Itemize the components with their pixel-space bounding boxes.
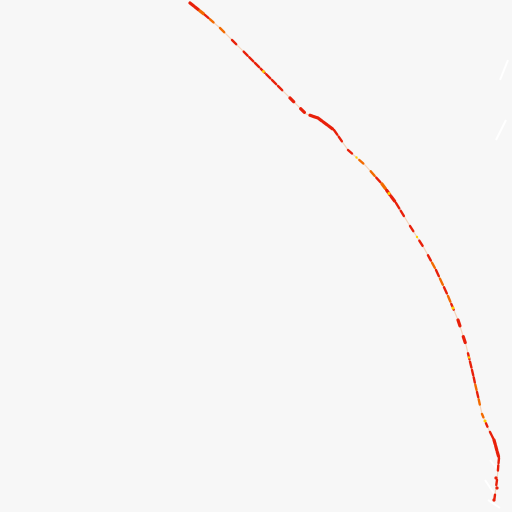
curve-segment	[461, 335, 467, 345]
curve-segment	[394, 201, 401, 210]
curve-segment	[399, 209, 406, 218]
curve-segment	[332, 128, 339, 136]
curve-segment	[475, 390, 480, 399]
curve-segment	[380, 182, 387, 190]
curve-segment	[248, 56, 255, 63]
curve-segment	[426, 254, 432, 262]
curve-segment	[321, 120, 329, 127]
curve-segment	[276, 84, 284, 92]
curve-segment	[477, 398, 481, 406]
curve-end-dot	[492, 498, 496, 502]
faint-texture-right	[484, 59, 509, 509]
curve-dash-layer	[188, 1, 501, 502]
curve-segment	[198, 9, 206, 16]
curve-segment	[408, 224, 415, 233]
curve-segment	[442, 286, 448, 295]
curve-segment	[288, 96, 296, 104]
curve-segment	[188, 1, 196, 8]
curve-segment	[308, 113, 315, 118]
curve-segment	[270, 78, 278, 86]
curve-segment	[369, 170, 376, 178]
curve-segment	[495, 478, 499, 487]
curve-segment	[316, 116, 324, 123]
curve-segment	[203, 13, 210, 20]
curve-highlight-dot	[355, 156, 358, 159]
curve-segment	[430, 261, 436, 269]
curve-segment	[446, 294, 452, 303]
curve-segment	[488, 430, 493, 436]
curve-highlight-dot	[451, 306, 455, 310]
curve-segment	[242, 50, 249, 57]
curve-highlight-dot	[467, 356, 471, 359]
curve-highlight-dot	[387, 192, 391, 195]
curve-segment	[193, 5, 201, 12]
curve-segment	[208, 18, 215, 24]
curve-segment	[474, 383, 478, 391]
curve-segment	[472, 376, 476, 384]
curve-highlight-dot	[415, 235, 419, 239]
curve-segment	[494, 444, 499, 452]
curve-segment	[218, 26, 226, 34]
curve-segment	[312, 115, 319, 120]
curve-segment	[468, 360, 473, 369]
curve-segment	[230, 38, 238, 46]
curve-end-dot	[495, 486, 499, 490]
curve-segment	[346, 148, 354, 155]
curve-segment	[456, 318, 462, 328]
curve-segment	[265, 73, 272, 80]
curve-segment	[492, 438, 497, 446]
curve-end-dot	[494, 476, 498, 480]
curve-segment	[337, 135, 344, 143]
curve-segment	[375, 176, 382, 184]
curve-segment	[327, 124, 334, 131]
curve-segment	[495, 450, 501, 458]
curve-segment	[438, 277, 444, 286]
curve-segment	[434, 268, 440, 278]
curve-segment	[484, 422, 489, 428]
curve-highlight-dot	[483, 419, 487, 423]
curve-highlight-dot	[262, 70, 265, 73]
curve-segment	[490, 434, 495, 440]
curve-segment	[480, 412, 485, 419]
curve-segment	[253, 61, 261, 69]
curve-segment	[497, 456, 501, 465]
curve-segment	[470, 368, 475, 377]
curve-segment	[389, 195, 397, 203]
curve-segment	[358, 158, 365, 165]
curve-segment	[418, 239, 424, 248]
curve-highlight-layer	[262, 70, 487, 423]
curve-segment	[299, 107, 306, 115]
